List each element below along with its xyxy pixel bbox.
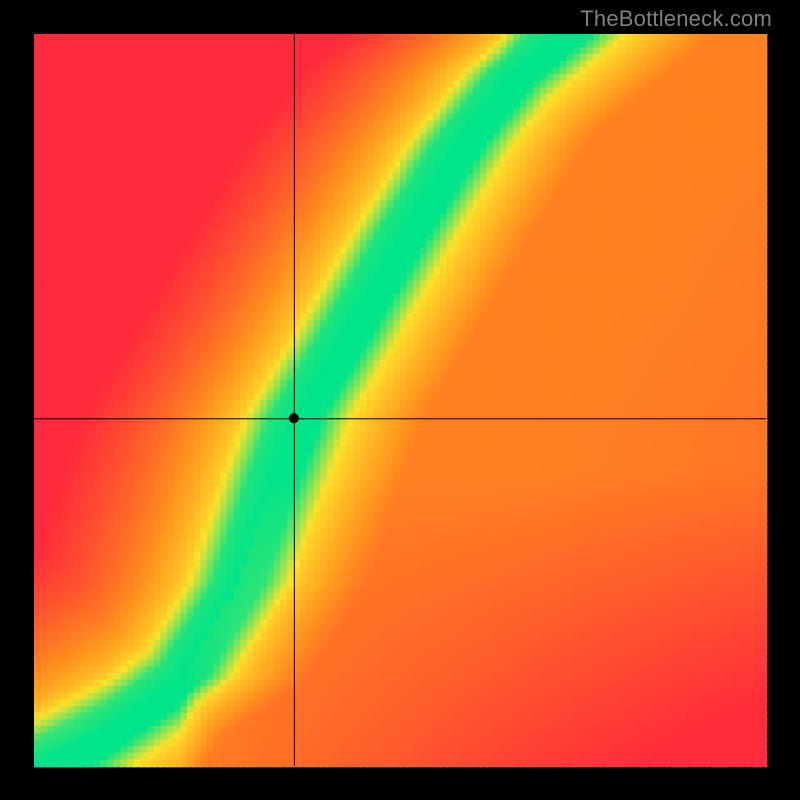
watermark-label: TheBottleneck.com bbox=[580, 6, 772, 32]
chart-container: TheBottleneck.com bbox=[0, 0, 800, 800]
heatmap-canvas bbox=[0, 0, 800, 800]
